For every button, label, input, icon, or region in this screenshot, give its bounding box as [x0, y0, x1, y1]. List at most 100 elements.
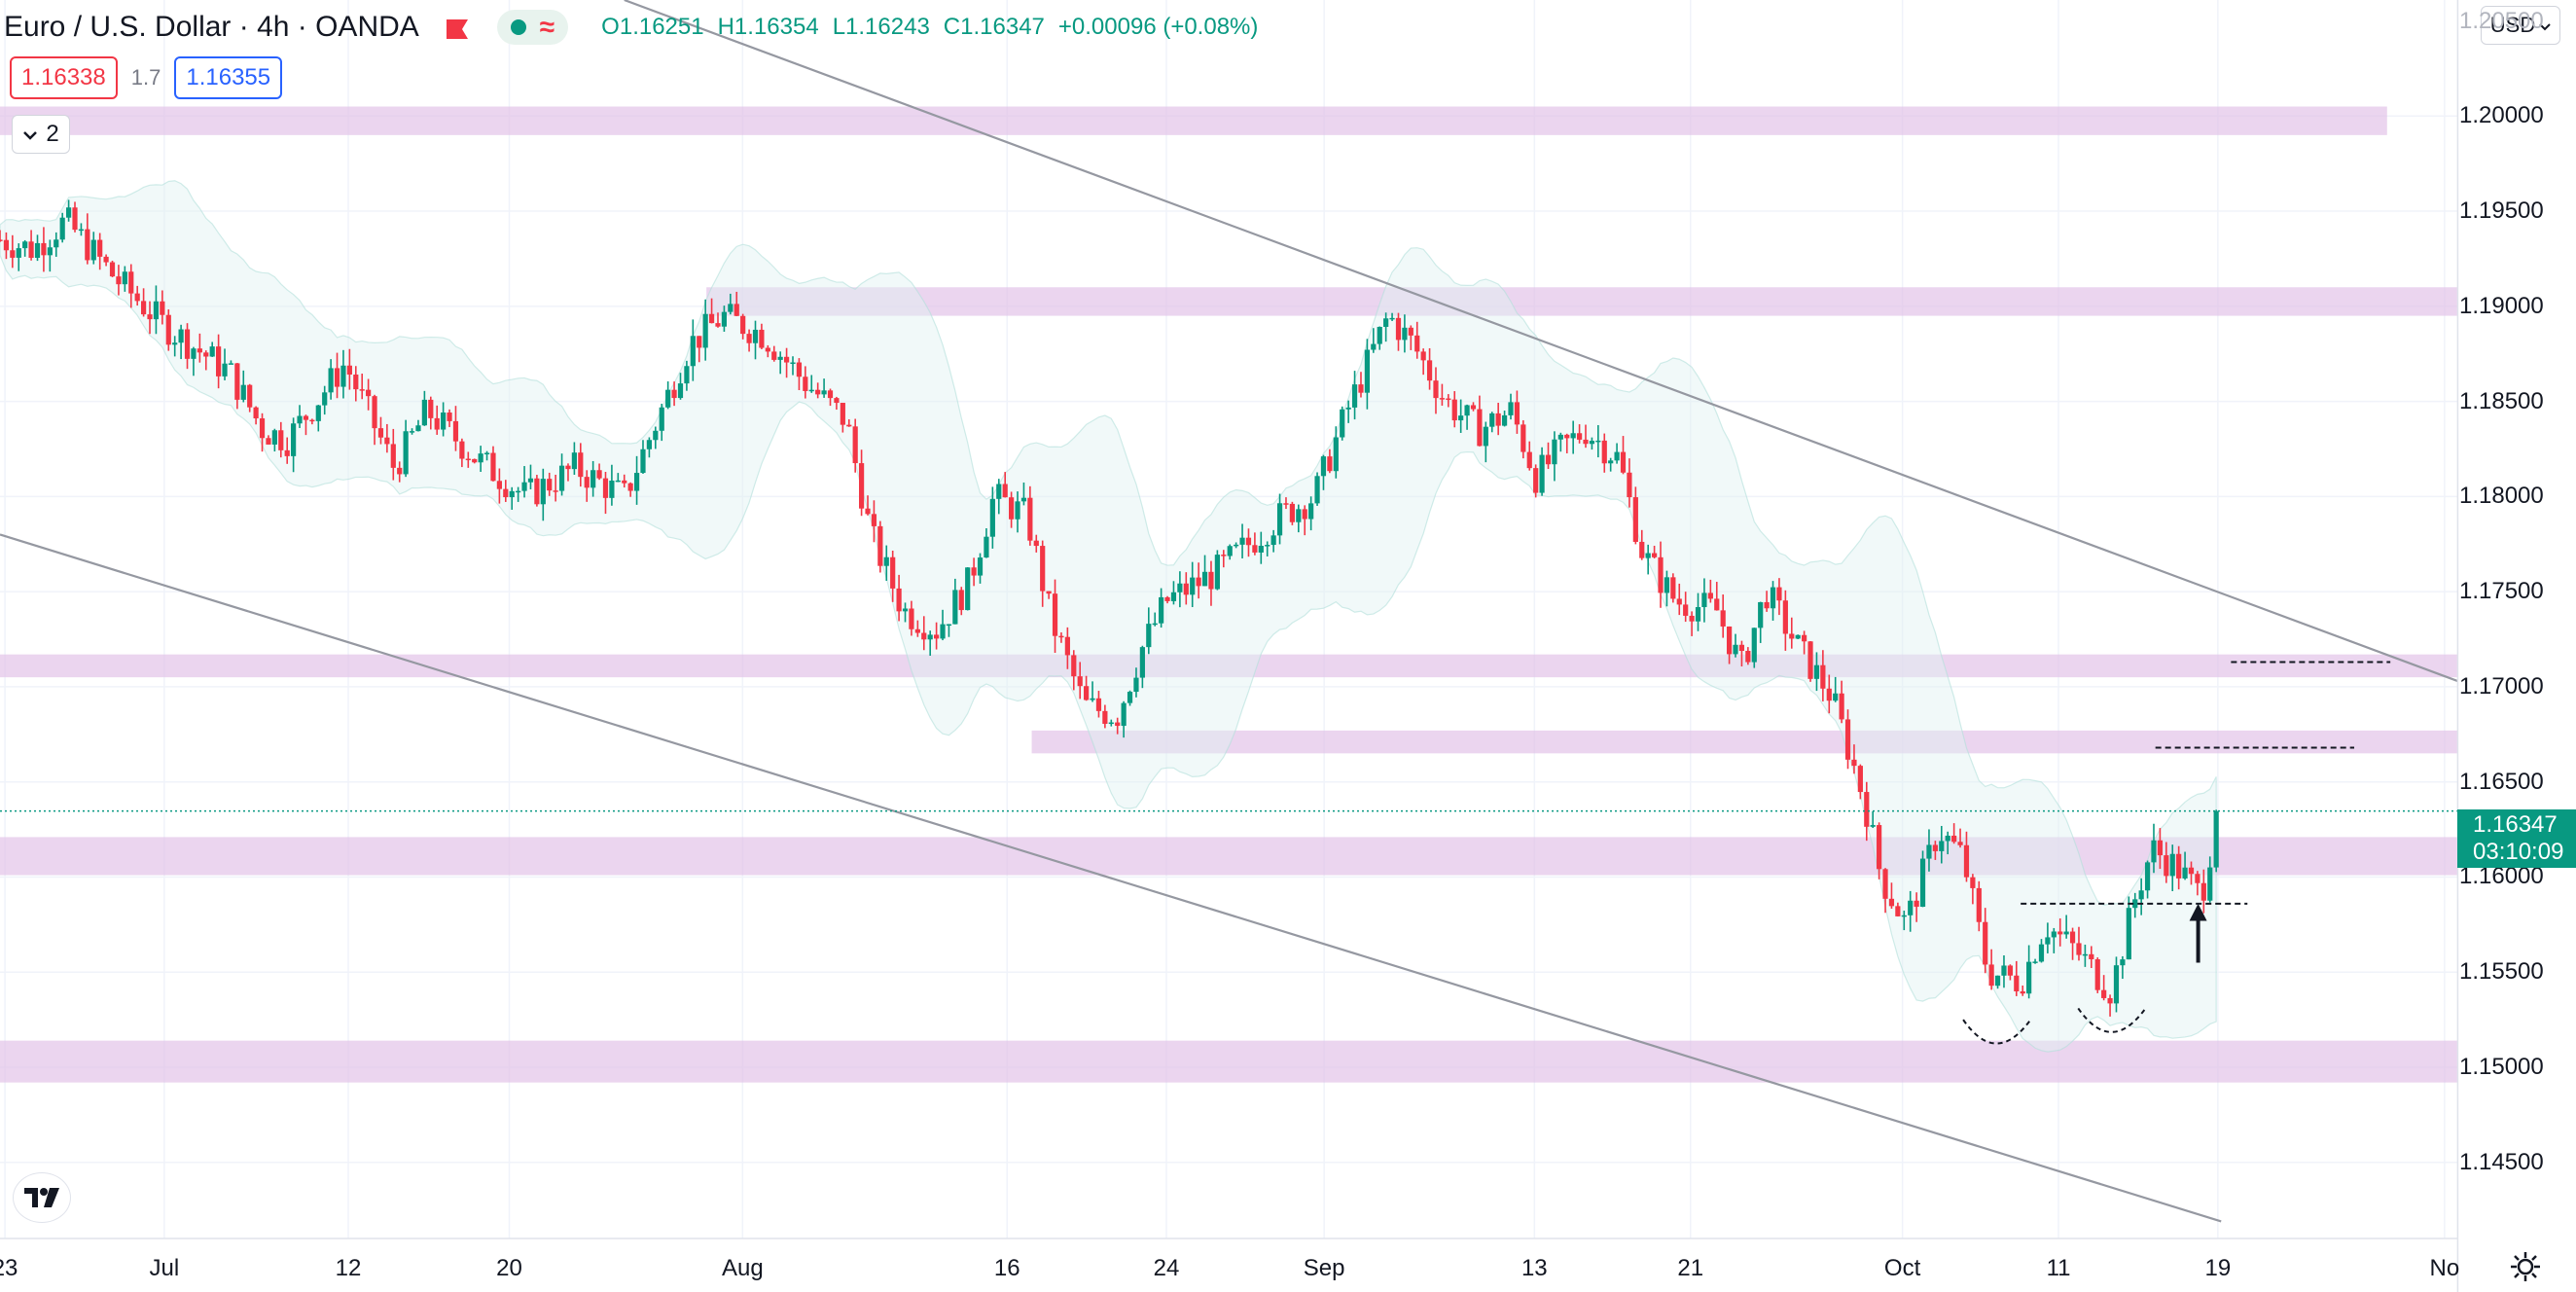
market-status-pill[interactable]: ≈ [496, 10, 569, 45]
candle-body [1539, 454, 1545, 493]
candle-body [1501, 414, 1508, 426]
candle-body [421, 399, 427, 426]
candle-body [1720, 610, 1726, 627]
candle-body [883, 556, 889, 566]
candle-body [1683, 604, 1689, 616]
candle-body [315, 405, 321, 421]
candle-body [1214, 555, 1220, 590]
ohlc-values: O1.16251 H1.16354 L1.16243 C1.16347 +0.0… [601, 14, 1258, 41]
candle-body [1645, 553, 1651, 558]
bottom-arc-right [2077, 1007, 2147, 1033]
candle-body [902, 608, 909, 612]
currency-select[interactable]: USD [2481, 6, 2560, 45]
candle-body [2151, 840, 2157, 863]
candle-body [733, 304, 739, 316]
candle-body [266, 438, 271, 445]
candle-body [1383, 318, 1389, 327]
last-price-tag: 1.16347 03:10:09 [2457, 809, 2576, 868]
candle-body [2107, 997, 2113, 1004]
candle-body [353, 374, 359, 390]
candle-body [1095, 698, 1102, 711]
candle-body [858, 463, 865, 509]
price-tick-label: 1.20500 [2459, 7, 2544, 34]
candle-body [1583, 439, 1589, 445]
candle-body [490, 452, 496, 482]
candle-body [216, 346, 222, 377]
candle-body [1839, 693, 1844, 720]
price-tick-label: 1.17000 [2459, 672, 2544, 700]
candle-body [1901, 915, 1907, 917]
gear-icon[interactable] [2508, 1249, 2543, 1284]
candle-body [2094, 959, 2100, 990]
candle-body [721, 311, 728, 327]
candle-body [291, 423, 297, 456]
candle-body [0, 239, 3, 241]
candle-body [1276, 503, 1283, 536]
spread-value: 1.7 [130, 65, 161, 90]
candle-body [752, 329, 759, 343]
symbol-title[interactable]: Euro / U.S. Dollar · 4h · OANDA [4, 11, 419, 43]
candle-body [921, 632, 927, 640]
candle-body [328, 368, 334, 393]
candle-body [777, 356, 783, 360]
candle-body [1552, 439, 1557, 465]
candle-body [16, 248, 21, 258]
candle-body [1296, 509, 1302, 522]
sell-button[interactable]: 1.16338 [10, 56, 118, 99]
candle-body [278, 430, 284, 450]
candle-body [665, 389, 671, 408]
candle-body [1159, 596, 1164, 624]
price-tick-label: 1.19500 [2459, 197, 2544, 225]
candle-body [1820, 664, 1826, 689]
candle-body [596, 470, 602, 479]
candle-body [2069, 931, 2076, 944]
candle-body [3, 239, 10, 251]
candle-body [1351, 384, 1358, 408]
time-tick-label: 23 [0, 1255, 18, 1281]
tradingview-logo-icon[interactable] [14, 1173, 70, 1222]
candle-body [615, 480, 621, 483]
indicators-toggle-button[interactable]: 2 [12, 115, 70, 154]
candle-body [1970, 877, 1976, 888]
candle-body [1658, 556, 1664, 593]
candle-body [1102, 710, 1108, 724]
candle-body [790, 362, 796, 365]
candle-body [203, 352, 209, 357]
candle-body [821, 390, 827, 395]
candle-body [827, 390, 834, 399]
candle-body [1914, 900, 1919, 907]
candle-body [165, 314, 171, 345]
candle-body [1951, 835, 1957, 843]
buy-button[interactable]: 1.16355 [174, 56, 283, 99]
candle-body [896, 588, 902, 612]
candle-body [934, 634, 940, 639]
candle-body [496, 481, 502, 489]
candle-body [2038, 944, 2045, 962]
candle-body [965, 567, 971, 611]
time-tick-label: No [2429, 1255, 2460, 1281]
candle-body [1115, 722, 1121, 727]
candle-body [1208, 571, 1214, 590]
candle-body [1533, 468, 1539, 493]
last-price-value: 1.16347 [2473, 811, 2558, 838]
candle-body [1782, 600, 1788, 634]
candle-body [927, 634, 933, 640]
candle-body [1420, 351, 1426, 361]
candle-body [547, 479, 553, 491]
candle-body [1389, 317, 1395, 320]
flag-icon[interactable] [445, 16, 470, 39]
candle-body [1957, 842, 1963, 845]
candle-body [759, 329, 765, 348]
high-value: H1.16354 [717, 14, 819, 40]
candle-body [609, 481, 615, 498]
support-resistance-zone [0, 654, 2458, 678]
candle-body [1795, 634, 1801, 639]
candle-body [1844, 719, 1851, 760]
candle-body [1976, 887, 1982, 922]
candle-body [240, 384, 246, 400]
candle-body [702, 313, 708, 348]
candle-body [2188, 867, 2195, 875]
candle-body [834, 398, 840, 404]
candle-body [41, 242, 47, 256]
